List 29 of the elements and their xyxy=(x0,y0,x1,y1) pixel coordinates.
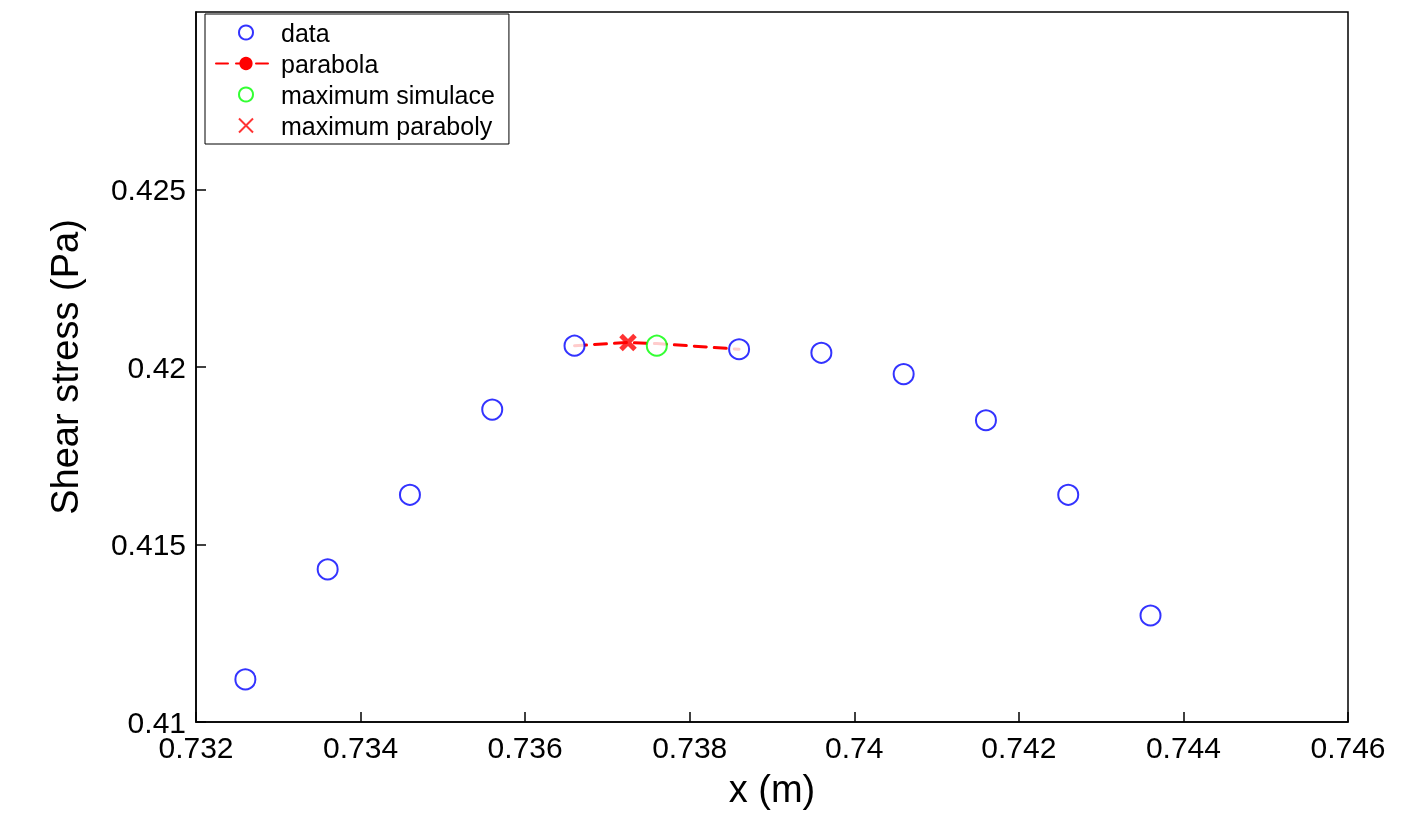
legend-label: data xyxy=(281,18,330,47)
point xyxy=(481,398,504,421)
point xyxy=(618,333,638,353)
x-tick-label: 0.744 xyxy=(1145,730,1221,764)
point xyxy=(892,363,915,386)
y-axis-title: Shear stress (Pa) xyxy=(44,219,86,515)
x-tick-label: 0.738 xyxy=(652,730,728,764)
x-axis-title: x (m) xyxy=(728,768,816,810)
point xyxy=(316,558,339,581)
x-tick-label: 0.742 xyxy=(981,730,1057,764)
x-tick-label: 0.746 xyxy=(1310,730,1386,764)
point xyxy=(234,668,257,691)
point xyxy=(645,334,668,357)
legend-label: maximum paraboly xyxy=(281,111,493,140)
x-tick-label: 0.736 xyxy=(487,730,563,764)
y-tick-label: 0.415 xyxy=(110,528,186,561)
point xyxy=(728,338,751,361)
point xyxy=(1057,483,1080,506)
legend-label: parabola xyxy=(281,49,379,78)
point xyxy=(563,334,586,357)
point xyxy=(398,483,421,506)
point xyxy=(810,341,833,364)
x-tick-label: 0.74 xyxy=(825,730,884,764)
y-tick-label: 0.425 xyxy=(110,173,186,206)
x-tick-label: 0.734 xyxy=(323,730,399,764)
point xyxy=(1139,604,1162,627)
y-tick-label: 0.42 xyxy=(127,350,186,384)
point xyxy=(974,409,997,432)
legend-label: maximum simulace xyxy=(281,80,495,109)
